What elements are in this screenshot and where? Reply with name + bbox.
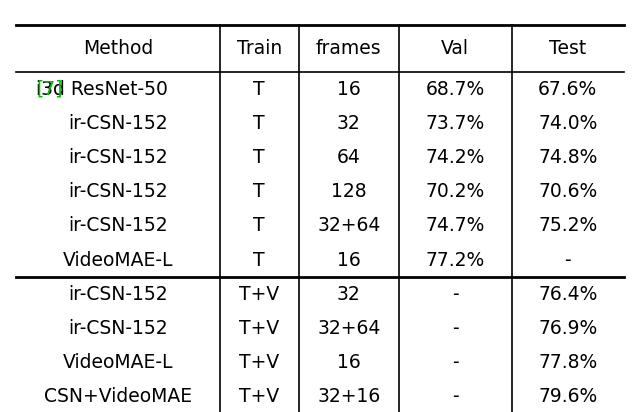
Text: 74.7%: 74.7% <box>426 216 485 236</box>
Text: -: - <box>452 387 459 407</box>
Text: T+V: T+V <box>239 319 279 338</box>
Text: Val: Val <box>441 39 469 58</box>
Text: T+V: T+V <box>239 285 279 304</box>
Text: ir-CSN-152: ir-CSN-152 <box>68 148 168 167</box>
Text: Train: Train <box>237 39 282 58</box>
Text: 74.8%: 74.8% <box>538 148 598 167</box>
Text: T+V: T+V <box>239 353 279 372</box>
Text: VideoMAE-L: VideoMAE-L <box>63 250 173 270</box>
Text: 75.2%: 75.2% <box>538 216 597 236</box>
Text: 70.6%: 70.6% <box>538 182 597 201</box>
Text: T: T <box>253 148 265 167</box>
Text: 76.4%: 76.4% <box>538 285 598 304</box>
Text: 32: 32 <box>337 114 361 133</box>
Text: 76.9%: 76.9% <box>538 319 597 338</box>
Text: ir-CSN-152: ir-CSN-152 <box>68 285 168 304</box>
Text: ir-CSN-152: ir-CSN-152 <box>68 319 168 338</box>
Text: 77.8%: 77.8% <box>538 353 597 372</box>
Text: Method: Method <box>83 39 153 58</box>
Text: 68.7%: 68.7% <box>426 80 485 99</box>
Text: T: T <box>253 216 265 236</box>
Text: frames: frames <box>316 39 381 58</box>
Text: 16: 16 <box>337 250 361 270</box>
Text: -: - <box>452 353 459 372</box>
Text: T: T <box>253 182 265 201</box>
Text: T: T <box>253 80 265 99</box>
Text: VideoMAE-L: VideoMAE-L <box>63 353 173 372</box>
Text: 74.0%: 74.0% <box>538 114 598 133</box>
Text: 32: 32 <box>337 285 361 304</box>
Text: 128: 128 <box>331 182 367 201</box>
Text: 77.2%: 77.2% <box>426 250 485 270</box>
Text: T: T <box>253 114 265 133</box>
Text: ir-CSN-152: ir-CSN-152 <box>68 114 168 133</box>
Text: [7]: [7] <box>36 80 63 99</box>
Text: CSN+VideoMAE: CSN+VideoMAE <box>44 387 192 407</box>
Text: -: - <box>452 285 459 304</box>
Text: 16: 16 <box>337 80 361 99</box>
Text: 74.2%: 74.2% <box>426 148 485 167</box>
Text: 73.7%: 73.7% <box>426 114 485 133</box>
Text: T+V: T+V <box>239 387 279 407</box>
Text: T: T <box>253 250 265 270</box>
Text: 32+64: 32+64 <box>317 216 381 236</box>
Text: 67.6%: 67.6% <box>538 80 597 99</box>
Text: 32+64: 32+64 <box>317 319 381 338</box>
Text: 79.6%: 79.6% <box>538 387 597 407</box>
Text: -: - <box>564 250 571 270</box>
Text: 32+16: 32+16 <box>317 387 381 407</box>
Text: 16: 16 <box>337 353 361 372</box>
Text: Test: Test <box>549 39 586 58</box>
Text: ir-CSN-152: ir-CSN-152 <box>68 182 168 201</box>
Text: -: - <box>452 319 459 338</box>
Text: 70.2%: 70.2% <box>426 182 485 201</box>
Text: i3d ResNet-50: i3d ResNet-50 <box>36 80 173 99</box>
Text: 64: 64 <box>337 148 361 167</box>
Text: ir-CSN-152: ir-CSN-152 <box>68 216 168 236</box>
